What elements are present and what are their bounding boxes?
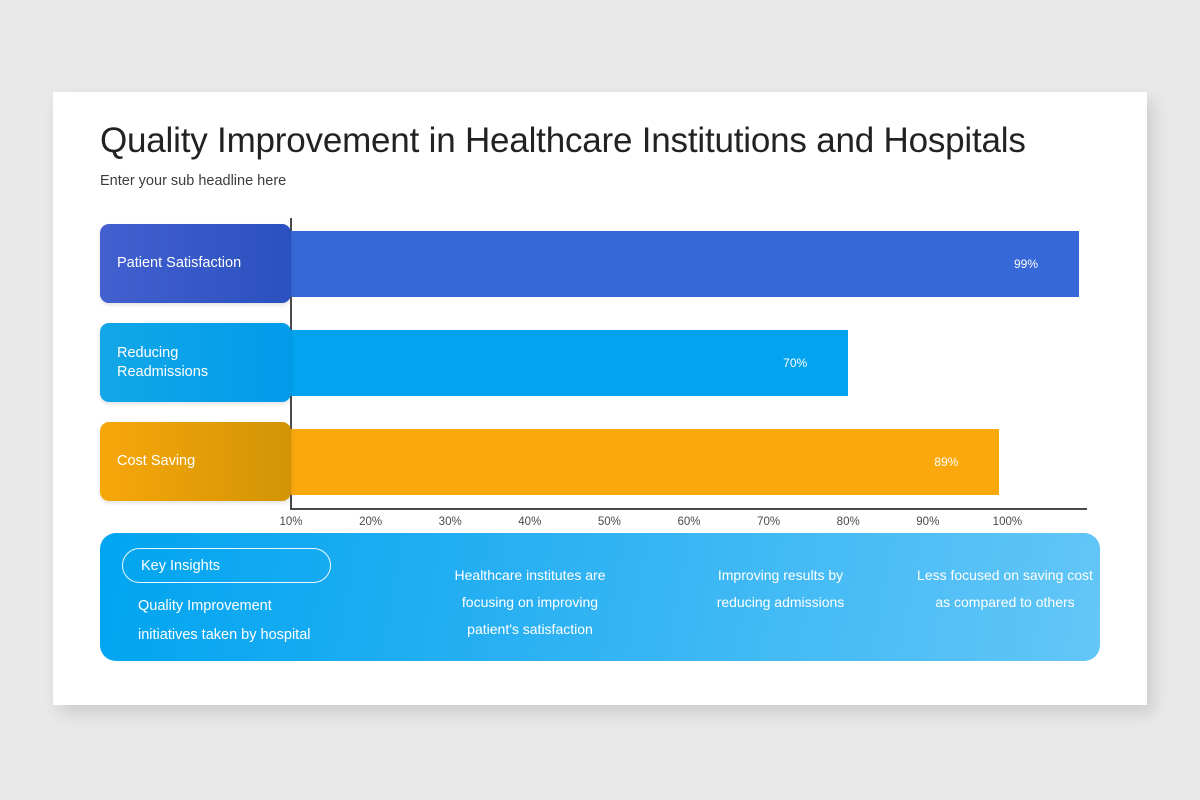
- category-label-text: Patient Satisfaction: [117, 255, 242, 271]
- bar-value-label: 99%: [1014, 257, 1039, 271]
- insight-line: Improving results by: [717, 567, 844, 583]
- insight-line: reducing admissions: [716, 594, 845, 610]
- insight-line: Less focused on saving cost: [917, 567, 1093, 583]
- bar-reducing-readmissions[interactable]: 70%: [291, 330, 849, 396]
- insight-line: initiatives taken by hospital: [138, 627, 311, 643]
- insight-column-2: Improving results by reducing admissions: [668, 562, 893, 616]
- insight-line: as compared to others: [935, 594, 1075, 610]
- bar-value-label: 89%: [934, 455, 959, 469]
- key-insights-pill-label: Key Insights: [141, 557, 220, 574]
- insight-column-0: Quality Improvement initiatives taken by …: [138, 592, 388, 650]
- bar-value-label: 70%: [783, 356, 808, 370]
- horizontal-bar-chart: 99% 70% 89% Patient Satisfaction Reducin…: [53, 92, 1147, 705]
- x-tick-70: 70%: [757, 516, 781, 528]
- insight-line: Quality Improvement: [138, 598, 272, 614]
- insight-line: focusing on improving: [461, 594, 599, 610]
- x-tick-60: 60%: [677, 516, 701, 528]
- insight-line: patient's satisfaction: [467, 621, 593, 637]
- slide-card: Quality Improvement in Healthcare Instit…: [53, 92, 1147, 705]
- category-label-text: Reducing Readmissions: [117, 344, 209, 380]
- x-tick-10: 10%: [279, 516, 303, 528]
- x-tick-80: 80%: [836, 516, 860, 528]
- x-tick-40: 40%: [518, 516, 542, 528]
- page-subtitle: Enter your sub headline here: [100, 173, 287, 189]
- insight-line: Healthcare institutes are: [454, 567, 606, 583]
- x-tick-90: 90%: [916, 516, 940, 528]
- bar-cost-saving[interactable]: 89%: [291, 429, 1000, 495]
- category-label-text: Cost Saving: [117, 453, 196, 469]
- chart-x-axis-line: [290, 508, 1087, 510]
- page-title: Quality Improvement in Healthcare Instit…: [100, 121, 1026, 160]
- insight-column-3: Less focused on saving cost as compared t…: [890, 562, 1120, 616]
- bar-patient-satisfaction[interactable]: 99%: [291, 231, 1080, 297]
- insight-column-1: Healthcare institutes are focusing on imp…: [410, 562, 650, 643]
- category-label-cost-saving[interactable]: Cost Saving: [100, 422, 291, 501]
- key-insights-panel: Key Insights Quality Improvement initiati…: [100, 533, 1100, 661]
- key-insights-pill[interactable]: Key Insights: [122, 548, 331, 583]
- x-tick-30: 30%: [438, 516, 462, 528]
- category-label-patient-satisfaction[interactable]: Patient Satisfaction: [100, 224, 291, 303]
- x-tick-100: 100%: [992, 516, 1023, 528]
- x-tick-20: 20%: [359, 516, 383, 528]
- x-tick-50: 50%: [597, 516, 621, 528]
- category-label-reducing-readmissions[interactable]: Reducing Readmissions: [100, 323, 291, 402]
